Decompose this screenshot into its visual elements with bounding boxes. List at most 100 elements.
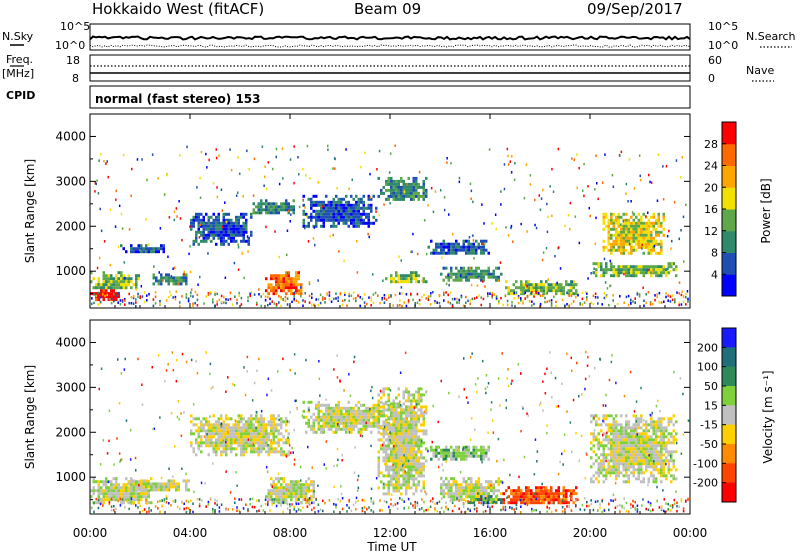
station-title: Hokkaido West (fitACF) bbox=[92, 0, 264, 18]
nave-label: Nave bbox=[746, 64, 774, 77]
colorbar-tick-label: 15 bbox=[704, 399, 718, 412]
echo-region bbox=[265, 271, 303, 296]
colorbar-swatch bbox=[722, 209, 736, 232]
colorbar-tick-label: 4 bbox=[711, 268, 718, 281]
nave-tick-top: 60 bbox=[708, 54, 722, 67]
velocity-y-axis-label: Slant Range [km] bbox=[23, 365, 37, 469]
x-tick-label: 04:00 bbox=[173, 526, 208, 540]
date-title: 09/Sep/2017 bbox=[587, 0, 683, 18]
colorbar-swatch bbox=[722, 122, 736, 145]
colorbar-tick-label: -15 bbox=[700, 419, 718, 432]
colorbar-tick-label: 28 bbox=[704, 138, 718, 151]
echo-region bbox=[377, 387, 428, 496]
echo-region bbox=[190, 212, 253, 246]
colorbar-swatch bbox=[722, 463, 736, 484]
near-range-speckle bbox=[91, 350, 690, 514]
x-tick-label: 00:00 bbox=[673, 526, 708, 540]
colorbar-tick-label: -50 bbox=[700, 438, 718, 451]
echo-region bbox=[592, 262, 678, 278]
colorbar-tick-label: 200 bbox=[697, 341, 718, 354]
y-tick-label: 1000 bbox=[55, 470, 86, 484]
colorbar-swatch bbox=[722, 405, 736, 426]
power-colorbar-label: Power [dB] bbox=[759, 178, 773, 243]
noise-right-tick-bottom: 10^0 bbox=[708, 39, 738, 52]
echo-region bbox=[302, 400, 390, 434]
colorbar-swatch bbox=[722, 252, 736, 275]
x-tick-label: 08:00 bbox=[273, 526, 308, 540]
colorbar-swatch bbox=[722, 328, 736, 348]
colorbar-tick-label: 100 bbox=[697, 361, 718, 374]
y-tick-label: 3000 bbox=[55, 380, 86, 394]
colorbar-swatch bbox=[722, 424, 736, 445]
colorbar-tick-label: 50 bbox=[704, 380, 718, 393]
echo-region bbox=[385, 271, 428, 284]
colorbar-swatch bbox=[722, 165, 736, 188]
beam-title: Beam 09 bbox=[354, 0, 421, 18]
echo-region bbox=[152, 273, 188, 286]
cpid-text: normal (fast stereo) 153 bbox=[95, 92, 261, 106]
echo-region bbox=[377, 176, 428, 201]
cpid-panel: CPID normal (fast stereo) 153 bbox=[6, 85, 691, 109]
colorbar-swatch bbox=[722, 230, 736, 253]
power-y-axis-label: Slant Range [km] bbox=[23, 159, 37, 263]
x-tick-label: 16:00 bbox=[473, 526, 508, 540]
power-echo-layer bbox=[90, 144, 689, 308]
x-axis-label: Time UT bbox=[366, 540, 417, 554]
echo-region bbox=[265, 477, 315, 505]
echo-region bbox=[502, 486, 578, 505]
noise-panel: N.Sky 10^5 10^0 10^5 10^0 N.Search bbox=[2, 20, 796, 52]
echo-region bbox=[252, 199, 295, 215]
freq-label-bottom: [MHz] bbox=[2, 67, 34, 80]
noise-sky-label: N.Sky bbox=[2, 30, 34, 43]
x-tick-label: 20:00 bbox=[573, 526, 608, 540]
noise-right-tick-top: 10^5 bbox=[708, 20, 738, 33]
colorbar-tick-label: -200 bbox=[693, 477, 718, 490]
echo-region bbox=[505, 280, 578, 296]
freq-label-top: Freq. bbox=[6, 53, 33, 66]
noise-left-tick-top: 10^5 bbox=[60, 20, 90, 33]
echo-region bbox=[302, 194, 378, 228]
echo-region bbox=[430, 445, 490, 461]
colorbar-swatch bbox=[722, 187, 736, 210]
echo-region bbox=[427, 239, 490, 255]
echo-region bbox=[590, 414, 678, 484]
colorbar-tick-label: 8 bbox=[711, 247, 718, 260]
power-panel: 1000 2000 3000 4000 Slant Range [km] 4 8 12 16… bbox=[23, 113, 773, 309]
colorbar-tick-label: 20 bbox=[704, 181, 718, 194]
colorbar-swatch bbox=[722, 274, 736, 297]
freq-panel: Freq. [MHz] 18 8 60 0 Nave bbox=[2, 53, 774, 85]
power-colorbar: 4 8 12 16 20 24 28 bbox=[704, 121, 737, 297]
near-range-speckle bbox=[91, 144, 689, 308]
echo-region bbox=[90, 271, 140, 290]
echo-region bbox=[602, 212, 665, 255]
colorbar-tick-label: -100 bbox=[693, 457, 718, 470]
noise-search-label: N.Search bbox=[746, 30, 796, 43]
colorbar-swatch bbox=[722, 143, 736, 166]
velocity-panel: 1000 2000 3000 4000 Slant Range [km] 200 100… bbox=[23, 319, 775, 515]
cpid-label: CPID bbox=[6, 89, 35, 102]
x-tick-label: 12:00 bbox=[373, 526, 408, 540]
nave-tick-bottom: 0 bbox=[708, 72, 715, 85]
y-tick-label: 2000 bbox=[55, 219, 86, 233]
velocity-colorbar-label: Velocity [m s⁻¹] bbox=[761, 370, 775, 463]
colorbar-tick-label: 24 bbox=[704, 160, 718, 173]
colorbar-tick-label: 16 bbox=[704, 203, 718, 216]
colorbar-swatch bbox=[722, 444, 736, 464]
y-tick-label: 4000 bbox=[55, 335, 86, 349]
y-tick-label: 1000 bbox=[55, 264, 86, 278]
y-tick-label: 2000 bbox=[55, 425, 86, 439]
echo-region bbox=[120, 244, 165, 254]
echo-region bbox=[190, 414, 290, 457]
colorbar-swatch bbox=[722, 347, 736, 368]
echo-region bbox=[440, 266, 503, 282]
freq-tick-bottom: 8 bbox=[72, 72, 79, 85]
y-tick-label: 4000 bbox=[55, 129, 86, 143]
colorbar-swatch bbox=[722, 386, 736, 406]
freq-tick-top: 18 bbox=[66, 54, 80, 67]
velocity-colorbar: 200 100 50 15 -15 -50 -100 -200 bbox=[693, 327, 737, 503]
y-tick-label: 3000 bbox=[55, 174, 86, 188]
colorbar-tick-label: 12 bbox=[704, 225, 718, 238]
noise-search-trace bbox=[89, 44, 691, 48]
time-axis: 00:00 04:00 08:00 12:00 16:00 20:00 00:00 bbox=[73, 114, 708, 540]
